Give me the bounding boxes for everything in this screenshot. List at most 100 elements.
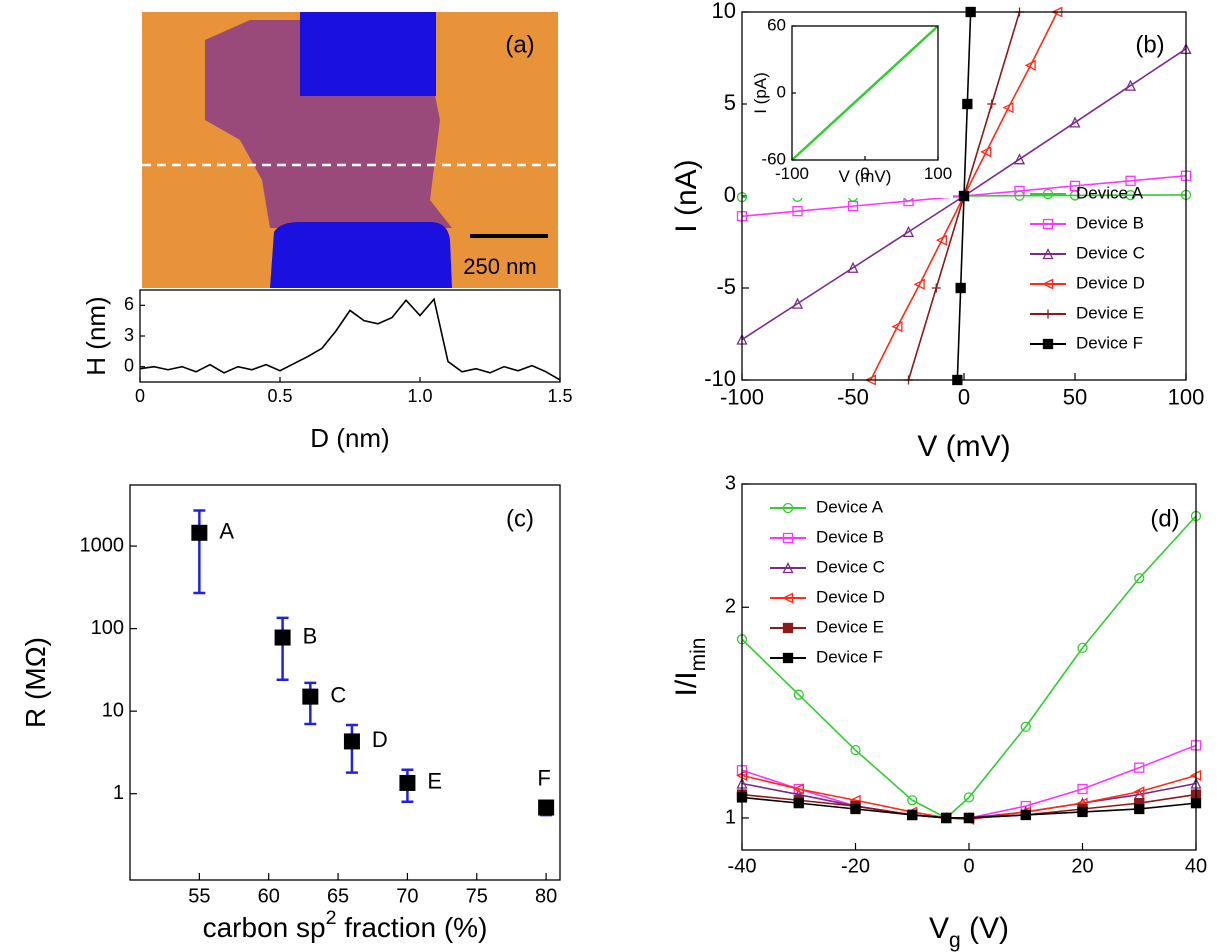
label-part: I/I (670, 671, 703, 696)
series-line (742, 745, 1196, 818)
label-part: V (929, 912, 949, 945)
data-point (275, 630, 291, 646)
x-tick-label: 50 (1063, 385, 1087, 410)
legend-marker (1044, 310, 1053, 319)
y-tick-label: 5 (724, 90, 736, 115)
data-point (1078, 807, 1087, 816)
y-tick-label: 1 (113, 782, 124, 804)
label-part: V (mV) (917, 430, 1010, 463)
legend-label: Device B (816, 527, 884, 546)
y-tick-label: 6 (124, 294, 134, 314)
legend-label: Device B (1076, 213, 1144, 232)
x-tick-label: 0.5 (267, 386, 292, 406)
data-point (851, 804, 860, 813)
y-tick-label: 10 (102, 699, 124, 721)
y-tick-label: 3 (725, 472, 736, 494)
label-part: 2 (326, 907, 337, 929)
x-tick-label: 65 (327, 885, 349, 907)
y-axis-label: I (pA) (751, 72, 770, 114)
y-axis-label: I/Imin (670, 638, 710, 697)
panel-label: (d) (1150, 505, 1179, 532)
label-part: g (949, 929, 961, 952)
legend-marker (1044, 340, 1053, 349)
legend-marker (784, 654, 793, 663)
x-tick-label: 100 (1168, 385, 1205, 410)
panel-label: (a) (505, 31, 534, 58)
legend-label: Device D (1076, 273, 1145, 292)
legend-label: Device F (1076, 333, 1143, 352)
afm-image: (a) 250 nm (142, 12, 558, 288)
legend-label: Device A (1076, 183, 1144, 202)
point-label: B (303, 623, 318, 648)
y-axis-label: H (nm) (81, 296, 111, 375)
data-point (302, 689, 318, 705)
x-tick-label: 0 (963, 855, 974, 877)
x-tick-label: 100 (924, 164, 952, 183)
x-tick-label: 55 (188, 885, 210, 907)
label-part: I (pA) (751, 72, 770, 114)
legend-label: Device C (1076, 243, 1145, 262)
error-bar (193, 511, 205, 594)
y-tick-label: 2 (725, 596, 736, 618)
data-point (987, 100, 996, 109)
x-tick-label: -20 (841, 855, 870, 877)
y-axis-label: I (nA) (670, 159, 703, 232)
x-axis-label: V (mV) (917, 430, 1010, 463)
label-part: (V) (961, 912, 1009, 945)
x-tick-label: -40 (728, 855, 757, 877)
data-point (1135, 804, 1144, 813)
x-tick-label: 70 (396, 885, 418, 907)
point-label: D (372, 727, 388, 752)
x-tick-label: 0 (958, 385, 970, 410)
x-tick-label: -50 (837, 385, 869, 410)
y-tick-label: -5 (716, 274, 736, 299)
x-tick-label: 75 (466, 885, 488, 907)
data-point (960, 192, 969, 201)
x-tick-label: 1.0 (407, 386, 432, 406)
data-point (942, 813, 951, 822)
scale-bar-label: 250 nm (463, 254, 536, 279)
data-point (399, 775, 415, 791)
y-tick-label: 60 (767, 15, 786, 34)
legend-label: Device F (816, 647, 883, 666)
point-label: E (427, 769, 442, 794)
legend-marker (784, 624, 793, 633)
x-axis-label: Vg (V) (929, 912, 1009, 952)
legend-label: Device A (816, 497, 884, 516)
point-label: C (330, 682, 346, 707)
label-part: I (nA) (670, 159, 703, 232)
data-point (538, 800, 554, 816)
error-bar (277, 618, 289, 680)
legend-label: Device D (816, 587, 885, 606)
label-part: min (687, 638, 710, 672)
y-tick-label: -60 (761, 149, 786, 168)
x-tick-label: 20 (1071, 855, 1093, 877)
data-point (1021, 810, 1030, 819)
data-point (794, 799, 803, 808)
label-part: fraction (%) (336, 912, 487, 943)
label-part: R (MΩ) (20, 637, 51, 728)
data-point (344, 733, 360, 749)
afm-electrode (300, 12, 436, 96)
afm-electrode (270, 222, 452, 288)
data-point (908, 810, 917, 819)
label-part: carbon sp (203, 912, 326, 943)
x-axis-label: carbon sp2 fraction (%) (203, 907, 488, 943)
data-point (191, 525, 207, 541)
panel-label: (c) (506, 505, 534, 532)
point-label: A (219, 519, 234, 544)
point-label: F (537, 765, 550, 790)
data-point (963, 100, 972, 109)
y-tick-label: 0 (724, 182, 736, 207)
y-tick-label: -10 (704, 366, 736, 391)
y-tick-label: 1 (725, 806, 736, 828)
x-tick-label: 40 (1185, 855, 1207, 877)
figure: (a) 250 nm 00.51.01.5036D (nm)H (nm)-100… (0, 0, 1225, 952)
x-tick-label: 60 (258, 885, 280, 907)
x-tick-label: 1.5 (547, 386, 572, 406)
series-line (140, 299, 560, 380)
y-tick-label: 10 (712, 0, 736, 23)
data-point (956, 284, 965, 293)
data-point (932, 284, 941, 293)
legend-label: Device E (1076, 303, 1144, 322)
